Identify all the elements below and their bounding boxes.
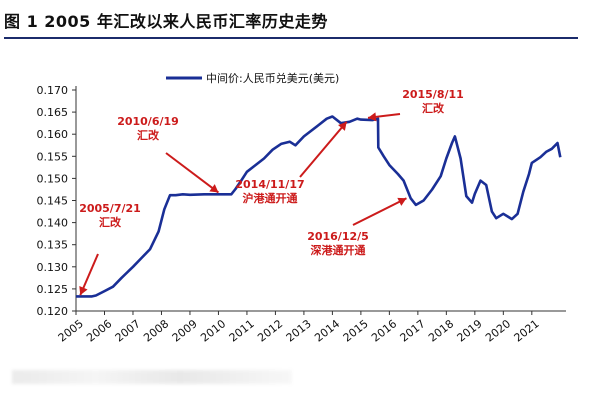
y-tick-label: 0.125 (37, 283, 69, 296)
y-tick-label: 0.130 (37, 261, 69, 274)
y-tick-label: 0.140 (37, 217, 69, 230)
x-tick-label: 2017 (398, 317, 428, 344)
y-tick-label: 0.165 (37, 106, 69, 119)
y-tick-label: 0.135 (37, 239, 69, 252)
annotation-arrowhead (368, 112, 377, 122)
y-tick-label: 0.145 (37, 195, 69, 208)
annotation-label: 2016/12/5 (307, 230, 369, 243)
x-tick-label: 2020 (483, 317, 513, 344)
annotation-arrowhead (397, 197, 407, 206)
legend-label: 中间价:人民币兑美元(美元) (206, 71, 339, 85)
annotation-arrow-line (165, 152, 220, 194)
annotation-label: 汇改 (137, 128, 160, 142)
y-tick-label: 0.120 (37, 305, 69, 318)
x-tick-label: 2013 (284, 317, 314, 344)
x-tick-label: 2019 (455, 317, 485, 344)
y-tick-label: 0.155 (37, 150, 69, 163)
x-tick-label: 2010 (198, 317, 228, 344)
x-tick-label: 2016 (369, 317, 399, 344)
annotation-label: 2014/11/17 (235, 178, 304, 191)
annotation-arrowhead (209, 184, 219, 193)
x-tick-label: 2021 (512, 317, 542, 344)
annotation-arrow-line (299, 121, 348, 178)
y-tick-label: 0.160 (37, 128, 69, 141)
x-tick-label: 2008 (141, 317, 171, 344)
x-tick-label: 2011 (227, 317, 257, 344)
x-tick-label: 2012 (255, 317, 285, 344)
annotation-arrowhead (338, 121, 347, 131)
annotation-label: 汇改 (422, 101, 445, 115)
y-tick-label: 0.150 (37, 172, 69, 185)
annotation-label: 沪港通开通 (243, 191, 298, 205)
series-line (76, 115, 562, 298)
y-tick-label: 0.170 (37, 84, 69, 97)
annotation-label: 2005/7/21 (79, 202, 141, 215)
annotation-label: 2015/8/11 (402, 88, 464, 101)
x-tick-label: 2015 (341, 317, 371, 344)
title-underline (4, 37, 578, 39)
annotation-label: 汇改 (99, 215, 122, 229)
blurred-source-note (12, 370, 292, 384)
x-tick-label: 2009 (170, 317, 200, 344)
x-tick-label: 2007 (113, 317, 143, 344)
annotation-arrow-line (352, 197, 407, 226)
x-tick-label: 2005 (56, 317, 86, 344)
annotation-label: 深港通开通 (311, 243, 366, 257)
x-tick-label: 2018 (426, 317, 456, 344)
annotation-arrowhead (79, 285, 88, 296)
annotation-label: 2010/6/19 (117, 115, 179, 128)
chart-title: 图 1 2005 年汇改以来人民币汇率历史走势 (4, 12, 328, 31)
x-tick-label: 2014 (312, 317, 342, 344)
x-tick-label: 2006 (84, 317, 114, 344)
